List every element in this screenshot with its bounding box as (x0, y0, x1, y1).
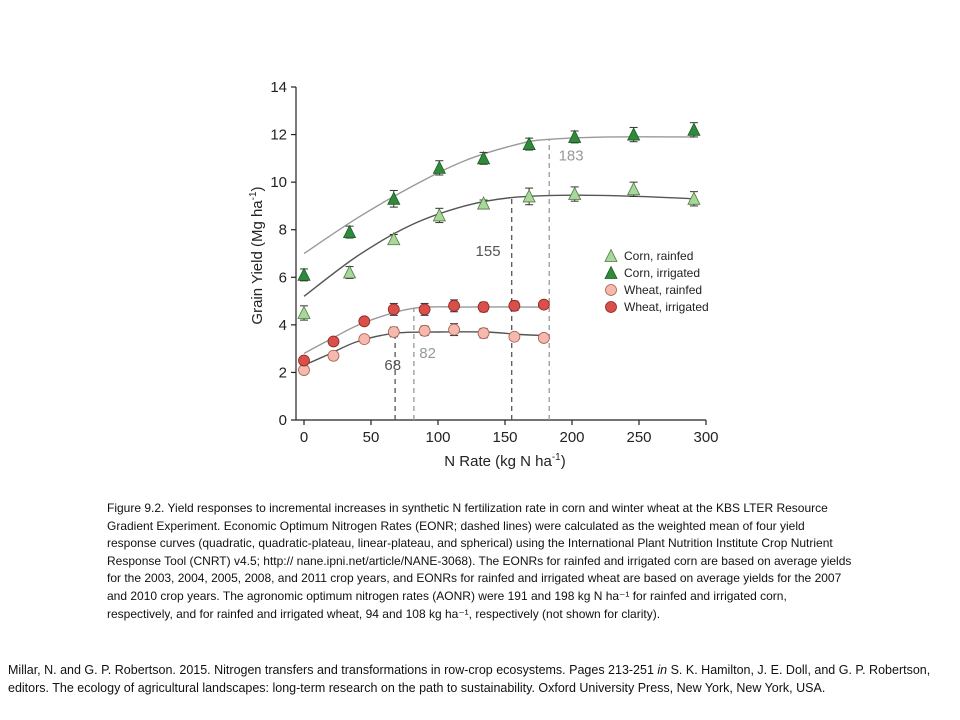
legend-label-0: Corn, rainfed (624, 249, 693, 263)
data-point-s0-p3 (432, 208, 446, 222)
eonr-label-68: 68 (384, 357, 401, 374)
legend-label-1: Corn, irrigated (624, 266, 700, 280)
data-point-s0-p7 (626, 181, 641, 196)
data-point-s3-p6 (477, 301, 490, 313)
data-point-s2-p3 (387, 326, 400, 338)
data-point-s3-p7 (508, 299, 521, 312)
x-tick-label-3: 150 (492, 429, 517, 446)
citation-in: in (657, 663, 668, 677)
data-point-s2-p6 (477, 327, 490, 340)
x-tick-label-6: 300 (693, 429, 718, 446)
y-tick-label-5: 10 (270, 174, 287, 191)
eonr-label-82: 82 (419, 345, 436, 362)
x-tick-label-2: 100 (425, 429, 450, 446)
eonr-lines: 68 82 155 183 (384, 139, 584, 420)
data-point-s1-p4 (476, 150, 491, 165)
data-point-s3-p2 (358, 315, 371, 328)
y-axis-title: Grain Yield (Mg ha-1) (248, 186, 266, 324)
data-point-s2-p2 (358, 333, 371, 346)
data-point-s1-p0 (297, 267, 311, 281)
data-point-s1-p1 (342, 224, 357, 238)
y-tick-label-4: 8 (279, 222, 287, 239)
y-tick-label-2: 4 (279, 317, 287, 334)
data-point-s1-p2 (387, 191, 401, 205)
citation-part-2: S. K. Hamilton, J. E. Doll, and G. P. Ro… (8, 663, 931, 695)
data-point-s3-p0 (298, 354, 310, 367)
legend-marker-1 (604, 265, 618, 279)
data-point-s3-p3 (387, 303, 400, 316)
y-tick-label-1: 2 (279, 364, 287, 381)
figure-caption: Figure 9.2. Yield responses to increment… (107, 501, 852, 621)
eonr-label-183: 183 (559, 148, 584, 165)
y-tick-label-7: 14 (270, 79, 287, 96)
chart-legend: Corn, rainfed Corn, irrigated Wheat, rainf… (604, 248, 709, 314)
data-point-s0-p8 (687, 191, 701, 205)
data-point-s3-p5 (448, 299, 460, 312)
data-point-s3-p8 (537, 298, 550, 311)
data-point-s1-p6 (568, 129, 582, 143)
data-point-s0-p0 (297, 305, 311, 319)
data-markers (297, 122, 701, 376)
data-point-s2-p5 (448, 323, 460, 336)
data-point-s2-p4 (418, 324, 431, 337)
data-point-s1-p5 (522, 136, 536, 150)
data-point-s0-p2 (387, 231, 401, 246)
data-point-s2-p7 (508, 330, 521, 343)
legend-marker-0 (604, 248, 618, 262)
y-tick-label-6: 12 (270, 127, 287, 144)
y-tick-label-3: 6 (279, 269, 287, 286)
x-tick-label-5: 250 (626, 429, 651, 446)
data-point-s1-p7 (626, 127, 641, 141)
legend-marker-2 (605, 284, 617, 296)
data-point-s0-p1 (342, 265, 357, 279)
data-point-s3-p1 (327, 335, 340, 348)
data-point-s2-p8 (537, 332, 550, 344)
citation-part-1: Millar, N. and G. P. Robertson. 2015. Ni… (8, 663, 658, 677)
legend-label-3: Wheat, irrigated (624, 300, 709, 314)
y-tick-label-0: 0 (279, 412, 287, 429)
legend-marker-3 (605, 301, 617, 313)
x-axis-title: N Rate (kg N ha-1) (444, 452, 565, 470)
fit-curve-1 (303, 136, 694, 255)
legend-label-2: Wheat, rainfed (624, 283, 702, 297)
data-point-s1-p3 (432, 160, 446, 174)
data-point-s1-p8 (687, 122, 701, 136)
x-tick-label-4: 200 (559, 429, 584, 446)
x-tick-label-0: 0 (300, 429, 308, 446)
eonr-label-155: 155 (476, 243, 501, 260)
data-point-s2-p1 (327, 349, 340, 362)
citation: Millar, N. and G. P. Robertson. 2015. Ni… (8, 662, 948, 697)
x-tick-label-1: 50 (363, 429, 380, 446)
data-point-s3-p4 (418, 303, 431, 316)
data-point-s0-p4 (476, 196, 491, 210)
data-point-s0-p5 (522, 189, 536, 203)
data-point-s0-p6 (568, 186, 582, 200)
